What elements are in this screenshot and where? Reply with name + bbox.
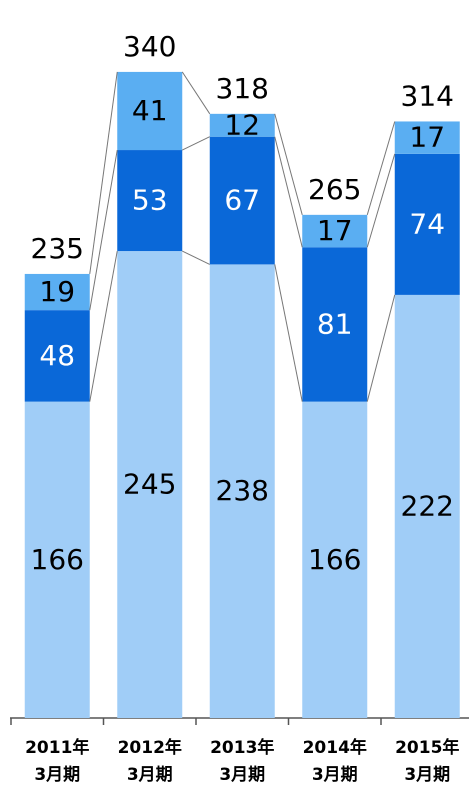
bar-segment bbox=[117, 251, 183, 718]
x-tick-label: 3月期 bbox=[404, 765, 450, 785]
bar-segment bbox=[394, 153, 460, 295]
value-label: 238 bbox=[216, 474, 269, 507]
x-tick-label: 3月期 bbox=[127, 765, 173, 785]
total-label: 314 bbox=[401, 79, 454, 112]
x-tick-label: 2012年 bbox=[118, 737, 182, 758]
total-label: 235 bbox=[31, 232, 84, 265]
bar-segment bbox=[394, 121, 460, 154]
value-label: 12 bbox=[224, 108, 260, 141]
x-tick-label: 3月期 bbox=[219, 765, 265, 785]
bar-segment bbox=[302, 214, 368, 248]
bar-segment bbox=[117, 150, 183, 252]
bar-segment bbox=[209, 113, 275, 137]
connector-line bbox=[274, 264, 303, 402]
connector-line bbox=[182, 250, 210, 265]
bar-segment bbox=[302, 247, 368, 402]
value-label: 48 bbox=[39, 339, 75, 372]
total-label: 265 bbox=[308, 173, 361, 206]
x-tick-label: 2015年 bbox=[395, 737, 459, 758]
value-label: 53 bbox=[132, 184, 168, 217]
x-tick-label: 2011年 bbox=[25, 737, 89, 758]
value-label: 74 bbox=[409, 207, 445, 240]
connector-line bbox=[182, 136, 210, 151]
connector-line bbox=[89, 250, 118, 402]
connector-line bbox=[366, 121, 396, 215]
connector-line bbox=[89, 71, 118, 274]
bar-segment bbox=[24, 273, 90, 311]
value-label: 245 bbox=[123, 468, 176, 501]
value-label: 17 bbox=[409, 121, 445, 154]
total-label: 340 bbox=[123, 30, 176, 63]
bar-segment bbox=[209, 264, 275, 718]
x-tick-label: 3月期 bbox=[34, 765, 80, 785]
connector-line bbox=[89, 149, 118, 311]
value-label: 67 bbox=[224, 184, 260, 217]
bar-segment bbox=[117, 71, 183, 151]
bar-segment bbox=[394, 294, 460, 718]
value-label: 81 bbox=[317, 307, 353, 340]
value-label: 222 bbox=[401, 489, 454, 522]
bar-segment bbox=[209, 136, 275, 265]
connector-line bbox=[274, 113, 303, 215]
x-tick-label: 3月期 bbox=[312, 765, 358, 785]
value-label: 166 bbox=[31, 543, 84, 576]
connector-line bbox=[366, 153, 396, 248]
value-label: 19 bbox=[39, 275, 75, 308]
connector-line bbox=[274, 136, 303, 248]
bar-segment bbox=[302, 401, 368, 718]
total-label: 318 bbox=[216, 72, 269, 105]
connector-line bbox=[366, 294, 396, 402]
x-tick-label: 2014年 bbox=[303, 737, 367, 758]
bar-segment bbox=[24, 310, 90, 402]
value-label: 41 bbox=[132, 94, 168, 127]
x-tick-label: 2013年 bbox=[210, 737, 274, 758]
bar-segment bbox=[24, 401, 90, 718]
value-label: 17 bbox=[317, 214, 353, 247]
value-label: 166 bbox=[308, 543, 361, 576]
connector-line bbox=[181, 71, 211, 115]
